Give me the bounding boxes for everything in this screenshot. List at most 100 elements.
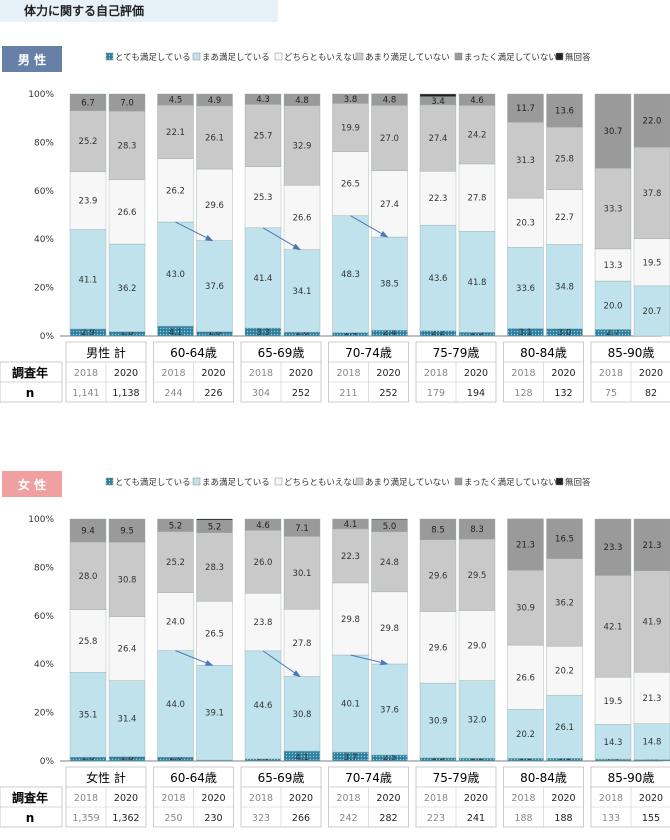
bar-segment-neither: [283, 185, 321, 250]
page-title: 体力に関する自己評価: [0, 0, 278, 22]
data-label-very-satisfied: 1.4: [344, 328, 358, 338]
row-label-n: n: [26, 386, 35, 400]
data-label-not-very-satisfied: 24.2: [468, 131, 487, 141]
bar-segment-not-at-all-satisfied: [546, 518, 583, 559]
data-label-not-very-satisfied: 25.2: [166, 558, 185, 568]
bar-segment-not-very-satisfied: [507, 122, 544, 199]
data-label-not-very-satisfied: 31.3: [516, 156, 535, 166]
data-label-not-very-satisfied: 42.1: [604, 622, 623, 632]
data-label-satisfied: 44.6: [254, 701, 273, 711]
legend-swatch-very-satisfied: [105, 52, 114, 61]
bar-segment-not-very-satisfied: [546, 558, 583, 647]
sample-size: 252: [379, 388, 397, 399]
legend-label-very-satisfied: とても満足している: [115, 53, 191, 63]
survey-year: 2018: [599, 793, 623, 804]
bar-segment-neither: [507, 197, 544, 248]
survey-year: 2018: [599, 368, 623, 379]
data-label-very-satisfied: 3.0: [558, 328, 572, 338]
data-label-not-very-satisfied: 25.2: [79, 137, 98, 147]
survey-year: 2018: [249, 368, 273, 379]
data-label-satisfied: 48.3: [341, 270, 360, 280]
data-label-neither: 26.6: [516, 673, 535, 683]
legend-swatch-neither: [274, 52, 283, 61]
sample-size: 1,138: [112, 388, 139, 399]
group-label: 70-74歳: [345, 346, 392, 360]
sample-size: 1,359: [72, 813, 99, 824]
data-label-not-at-all-satisfied: 5.0: [383, 522, 397, 532]
data-label-neither: 19.5: [604, 697, 623, 707]
legend-swatch-not-at-all-satisfied: [454, 52, 463, 61]
female-chart: 女 性 とても満足している まあ満足している どちらともいえない あまり満足していない ま…: [0, 471, 670, 828]
sample-size: 75: [605, 388, 617, 399]
data-label-satisfied: 30.9: [429, 716, 448, 726]
survey-year: 2020: [464, 368, 488, 379]
legend-swatch-satisfied: [192, 477, 201, 486]
sample-size: 133: [602, 813, 620, 824]
data-label-not-at-all-satisfied: 4.6: [256, 521, 270, 531]
data-label-satisfied: 37.6: [380, 705, 399, 715]
data-label-satisfied: 33.6: [516, 284, 535, 294]
data-label-not-at-all-satisfied: 3.4: [431, 97, 445, 107]
trend-arrow: [350, 654, 389, 666]
sample-size: 252: [292, 388, 310, 399]
bar-segment-satisfied: [283, 676, 321, 752]
bar-segment-satisfied: [371, 663, 408, 756]
data-label-not-very-satisfied: 27.4: [429, 134, 448, 144]
data-label-very-satisfied: 2.5: [383, 753, 397, 763]
data-label-neither: 26.6: [118, 208, 137, 218]
bar-segment-neither: [419, 611, 457, 684]
bar-segment-not-at-all-satisfied: [458, 518, 496, 540]
bar-segment-neither: [594, 677, 632, 725]
y-tick-label: 80%: [34, 563, 54, 573]
bar-segment-not-very-satisfied: [244, 530, 282, 594]
legend-label-not-very-satisfied: あまり満足していない: [365, 53, 450, 63]
survey-year: 2018: [74, 368, 98, 379]
bar-segment-satisfied: [157, 221, 194, 327]
bar-segment-not-very-satisfied: [157, 104, 194, 159]
y-tick-label: 100%: [28, 515, 54, 525]
row-label-n: n: [26, 811, 35, 825]
group-label: 80-84歳: [520, 346, 567, 360]
sample-size: 132: [554, 388, 572, 399]
data-label-satisfied: 41.8: [468, 278, 487, 288]
bar-segment-neither: [507, 644, 544, 710]
survey-year: 2020: [289, 793, 313, 804]
bar-segment-neither: [371, 591, 408, 665]
bar-segment-not-very-satisfied: [633, 147, 670, 239]
data-label-satisfied: 20.2: [516, 730, 535, 740]
data-label-neither: 20.3: [516, 219, 535, 229]
group-label: 男性 計: [86, 345, 126, 360]
survey-year: 2018: [424, 368, 448, 379]
bar-segment-neither: [332, 151, 369, 216]
survey-year: 2018: [161, 793, 185, 804]
bar-segment-not-very-satisfied: [157, 531, 194, 593]
data-label-not-very-satisfied: 24.8: [380, 558, 399, 568]
gender-badge: [2, 46, 62, 72]
group-table-box: [590, 766, 670, 828]
data-label-not-very-satisfied: 28.0: [79, 572, 98, 582]
legend-swatch-no-answer: [555, 52, 564, 61]
bar-segment-not-very-satisfied: [283, 536, 321, 610]
data-label-satisfied: 41.4: [254, 274, 273, 284]
data-label-satisfied: 30.8: [293, 710, 312, 720]
legend-swatch-not-at-all-satisfied: [454, 477, 463, 486]
data-label-neither: 29.0: [468, 642, 487, 652]
data-label-satisfied: 31.4: [118, 715, 137, 725]
data-label-not-very-satisfied: 22.3: [341, 552, 360, 562]
row-label-year: 調査年: [12, 365, 48, 380]
bar-segment-not-at-all-satisfied: [371, 93, 408, 106]
bar-segment-not-very-satisfied: [458, 538, 496, 611]
data-label-neither: 22.7: [555, 213, 574, 223]
data-label-neither: 29.6: [205, 201, 224, 211]
data-label-not-at-all-satisfied: 4.5: [169, 96, 183, 106]
data-label-not-at-all-satisfied: 21.3: [516, 541, 535, 551]
data-label-neither: 27.8: [468, 194, 487, 204]
group-label: 75-79歳: [433, 346, 480, 360]
data-label-very-satisfied: 3.7: [344, 753, 358, 763]
legend-label-satisfied: まあ満足している: [202, 478, 270, 488]
data-label-neither: 26.6: [293, 213, 312, 223]
legend-label-very-satisfied: とても満足している: [115, 478, 191, 488]
group-label: 70-74歳: [345, 771, 392, 785]
data-label-neither: 26.5: [205, 629, 224, 639]
data-label-neither: 25.8: [79, 637, 98, 647]
